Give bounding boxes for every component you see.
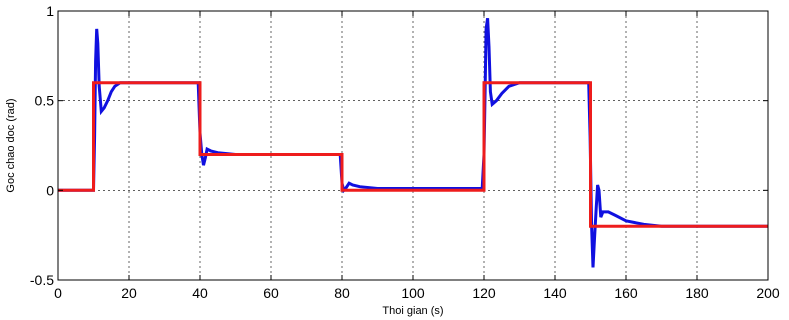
y-tick-label: 0.5 (35, 93, 55, 109)
y-tick-label: 0 (46, 182, 54, 198)
series-group (58, 17, 768, 268)
x-axis-label: Thoi gian (s) (382, 305, 443, 317)
x-tick-label: 100 (401, 285, 425, 301)
x-tick-label: 200 (756, 285, 780, 301)
x-tick-label: 160 (614, 285, 638, 301)
x-tick-label: 140 (543, 285, 567, 301)
x-tick-label: 0 (54, 285, 62, 301)
x-tick-label: 20 (121, 285, 137, 301)
x-tick-label: 80 (334, 285, 350, 301)
x-tick-label: 60 (263, 285, 279, 301)
y-axis-label: Goc chao doc (rad) (5, 98, 17, 192)
x-tick-label: 180 (685, 285, 709, 301)
y-tick-label: 1 (46, 3, 54, 19)
x-tick-label: 120 (472, 285, 496, 301)
y-tick-label: -0.5 (30, 272, 54, 288)
axis-ticks: 0 20 40 60 80 100 120 140 160 180 200-0.500.51 (30, 3, 780, 301)
x-tick-label: 40 (192, 285, 208, 301)
series-line-2 (58, 81, 768, 228)
series-line-1 (58, 17, 768, 268)
